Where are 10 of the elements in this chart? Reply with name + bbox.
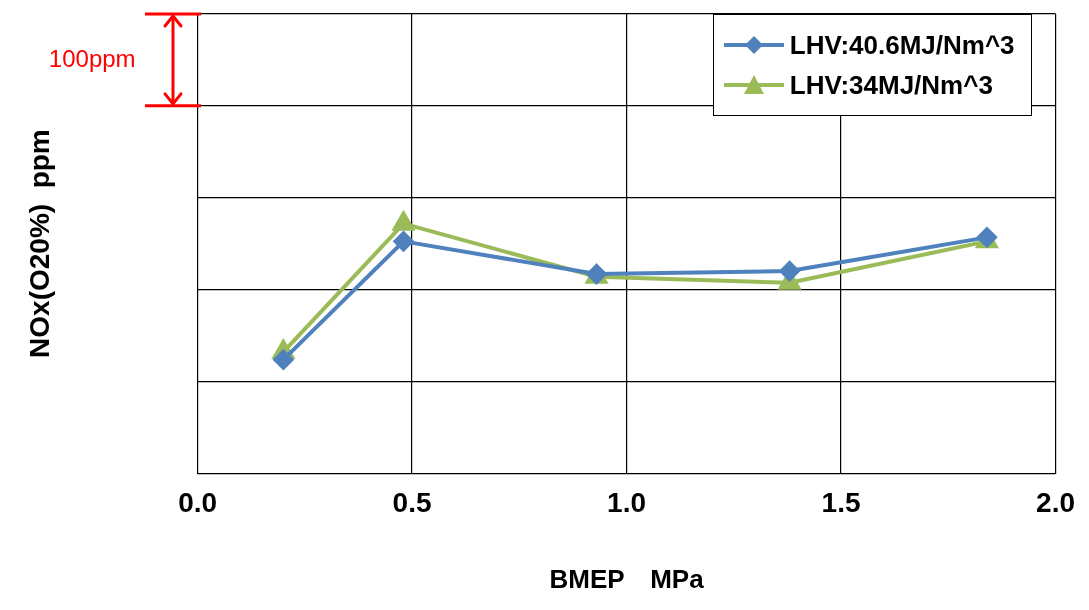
- text: 100ppm: [48, 44, 136, 72]
- x-tick-label: 0.5: [392, 486, 432, 518]
- y-axis-title: NOx(O20%) ppm: [23, 129, 55, 358]
- legend-label: LHV:34MJ/Nm^3: [789, 69, 993, 101]
- legend-label: LHV:40.6MJ/Nm^3: [789, 29, 1015, 61]
- x-tick-label: 1.5: [821, 486, 861, 518]
- x-axis-title: BMEP MPa: [549, 563, 705, 594]
- x-tick-label: 2.0: [1036, 486, 1076, 518]
- x-tick-label: 0.0: [178, 486, 218, 518]
- x-tick-label: 1.0: [607, 486, 647, 518]
